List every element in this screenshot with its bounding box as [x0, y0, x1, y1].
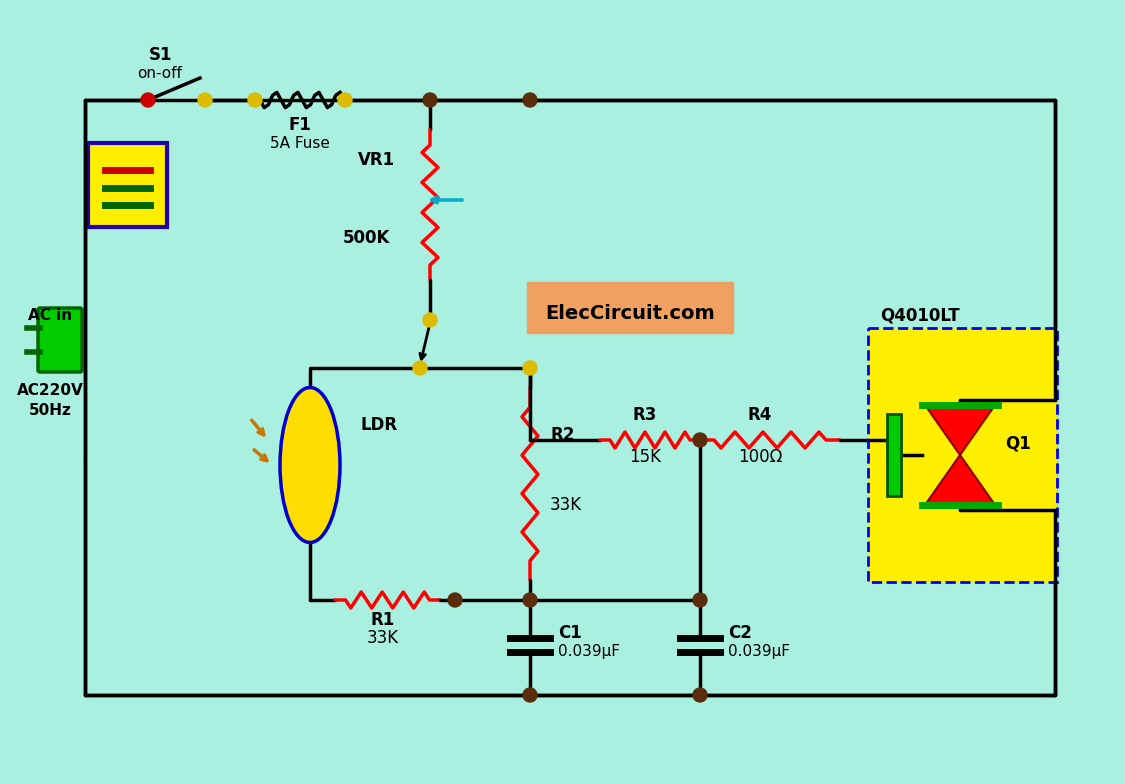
Text: VR1: VR1: [358, 151, 395, 169]
Circle shape: [198, 93, 212, 107]
Text: Q4010LT: Q4010LT: [880, 306, 960, 324]
FancyBboxPatch shape: [38, 308, 82, 372]
Text: 0.039μF: 0.039μF: [558, 644, 620, 659]
Text: C1: C1: [558, 624, 582, 642]
Text: R4: R4: [748, 406, 772, 424]
Text: 33K: 33K: [367, 629, 399, 647]
Text: Q1: Q1: [1005, 434, 1030, 452]
Polygon shape: [925, 455, 994, 505]
Polygon shape: [925, 405, 994, 455]
Text: AC220V: AC220V: [17, 383, 83, 398]
FancyBboxPatch shape: [886, 414, 901, 496]
Ellipse shape: [280, 387, 340, 543]
Text: 100Ω: 100Ω: [738, 448, 782, 466]
Text: LDR: LDR: [360, 416, 397, 434]
Text: S1: S1: [148, 46, 172, 64]
Text: 15K: 15K: [629, 448, 662, 466]
Text: on-off: on-off: [137, 66, 182, 81]
Text: C2: C2: [728, 624, 752, 642]
Circle shape: [423, 313, 436, 327]
FancyBboxPatch shape: [868, 328, 1058, 582]
Text: R3: R3: [632, 406, 657, 424]
Text: F1: F1: [288, 116, 312, 134]
Circle shape: [523, 688, 537, 702]
Circle shape: [693, 433, 706, 447]
FancyBboxPatch shape: [88, 143, 166, 227]
Circle shape: [423, 93, 436, 107]
Circle shape: [523, 593, 537, 607]
Circle shape: [141, 93, 155, 107]
Text: 500K: 500K: [343, 229, 390, 247]
Text: 0.039μF: 0.039μF: [728, 644, 790, 659]
Text: R1: R1: [371, 611, 395, 629]
Circle shape: [523, 93, 537, 107]
Text: 33K: 33K: [550, 496, 582, 514]
Text: AC in: AC in: [28, 308, 72, 323]
Circle shape: [523, 361, 537, 375]
Text: 50Hz: 50Hz: [28, 403, 72, 418]
Circle shape: [693, 688, 706, 702]
Circle shape: [248, 93, 262, 107]
Circle shape: [413, 361, 428, 375]
FancyBboxPatch shape: [526, 282, 734, 333]
Text: 5A Fuse: 5A Fuse: [270, 136, 330, 151]
Circle shape: [448, 593, 462, 607]
Circle shape: [693, 593, 706, 607]
Circle shape: [338, 93, 352, 107]
Text: ElecCircuit.com: ElecCircuit.com: [546, 303, 714, 322]
Text: R2: R2: [550, 426, 575, 444]
